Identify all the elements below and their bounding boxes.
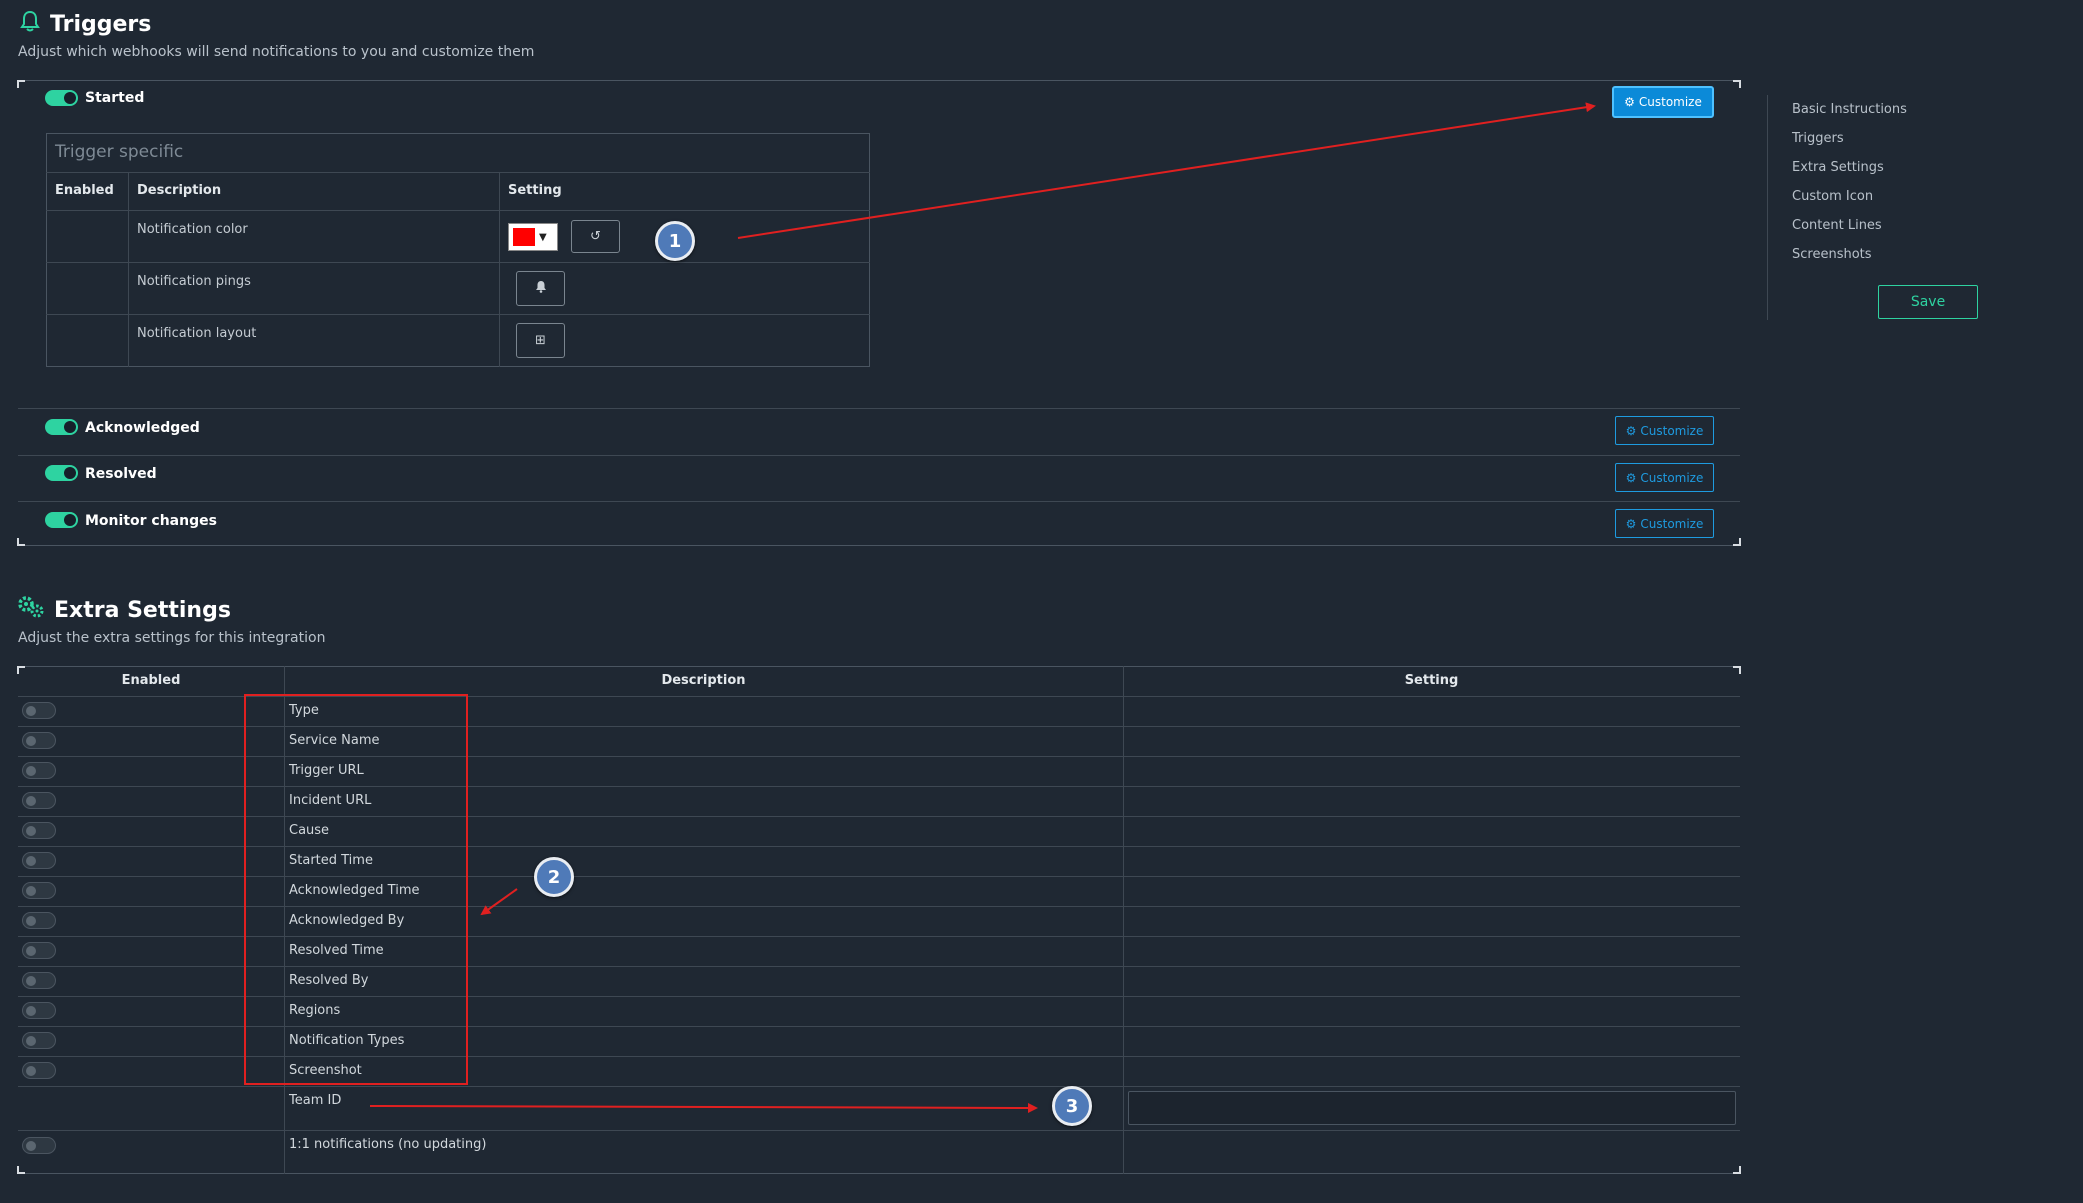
annotation-arrow-3	[369, 1102, 1038, 1113]
bell-icon	[535, 280, 547, 297]
customize-monitor-changes-button[interactable]: ⚙ Customize	[1615, 509, 1714, 538]
triggers-panel	[17, 80, 1741, 546]
reset-icon: ↺	[590, 229, 601, 244]
nav-custom-icon[interactable]: Custom Icon	[1792, 189, 1874, 204]
team-id-input[interactable]	[1128, 1091, 1736, 1125]
trigger-specific-table	[46, 133, 870, 367]
triggers-heading: Triggers	[20, 10, 151, 38]
annotation-highlight-box	[244, 694, 468, 1085]
gears-icon: ⚙	[1625, 470, 1637, 485]
extra-toggle-service-name[interactable]	[22, 732, 56, 749]
extra-toggle-one-to-one[interactable]	[22, 1137, 56, 1154]
extra-row-type: Type	[289, 703, 319, 718]
extra-toggle-incident-url[interactable]	[22, 792, 56, 809]
extra-toggle-resolved-by[interactable]	[22, 972, 56, 989]
save-button[interactable]: Save	[1878, 285, 1978, 319]
extra-row-incident-url: Incident URL	[289, 793, 372, 808]
nav-content-lines[interactable]: Content Lines	[1792, 218, 1882, 233]
extra-row-notification-types: Notification Types	[289, 1033, 405, 1048]
trigger-specific-title: Trigger specific	[55, 142, 184, 162]
extra-settings-title: Extra Settings	[54, 597, 231, 623]
ts-row-description: Notification pings	[137, 274, 251, 289]
extra-row-screenshot: Screenshot	[289, 1063, 362, 1078]
ts-header-setting: Setting	[508, 183, 562, 198]
annotation-badge-1: 1	[655, 221, 695, 261]
ts-row-description: Notification color	[137, 222, 248, 237]
nav-extra-settings[interactable]: Extra Settings	[1792, 160, 1884, 175]
extra-header-description: Description	[661, 673, 746, 688]
extra-header-enabled: Enabled	[121, 673, 181, 688]
customize-started-button[interactable]: ⚙ Customize	[1612, 86, 1714, 118]
customize-acknowledged-button[interactable]: ⚙ Customize	[1615, 416, 1714, 445]
gears-icon: ⚙	[1625, 516, 1637, 531]
bell-icon	[20, 10, 40, 38]
extra-settings-subtitle: Adjust the extra settings for this integ…	[18, 630, 326, 646]
started-toggle[interactable]	[45, 90, 78, 106]
triggers-subtitle: Adjust which webhooks will send notifica…	[18, 44, 535, 60]
extra-toggle-started-time[interactable]	[22, 852, 56, 869]
extra-row-acknowledged-by: Acknowledged By	[289, 913, 405, 928]
extra-toggle-regions[interactable]	[22, 1002, 56, 1019]
reset-color-button[interactable]: ↺	[571, 220, 620, 253]
extra-toggle-acknowledged-by[interactable]	[22, 912, 56, 929]
annotation-badge-2: 2	[534, 857, 574, 897]
trigger-label-monitor-changes: Monitor changes	[85, 513, 217, 529]
chevron-down-icon: ▼	[539, 231, 547, 243]
nav-triggers[interactable]: Triggers	[1792, 131, 1844, 146]
gears-icon: ⚙	[1624, 95, 1635, 109]
extra-row-acknowledged-time: Acknowledged Time	[289, 883, 420, 898]
resolved-toggle[interactable]	[45, 465, 78, 481]
notification-layout-button[interactable]: ⊞	[516, 323, 565, 358]
customize-resolved-button[interactable]: ⚙ Customize	[1615, 463, 1714, 492]
extra-toggle-notification-types[interactable]	[22, 1032, 56, 1049]
annotation-badge-3: 3	[1052, 1086, 1092, 1126]
extra-header-setting: Setting	[1404, 673, 1459, 688]
extra-settings-table	[17, 666, 1741, 1174]
gears-icon	[18, 596, 44, 624]
nav-basic-instructions[interactable]: Basic Instructions	[1792, 102, 1907, 117]
extra-toggle-type[interactable]	[22, 702, 56, 719]
extra-toggle-cause[interactable]	[22, 822, 56, 839]
triggers-title: Triggers	[50, 11, 152, 37]
extra-row-service-name: Service Name	[289, 733, 380, 748]
extra-toggle-trigger-url[interactable]	[22, 762, 56, 779]
extra-settings-heading: Extra Settings	[18, 596, 231, 624]
color-swatch	[513, 228, 535, 246]
extra-toggle-resolved-time[interactable]	[22, 942, 56, 959]
gears-icon: ⚙	[1625, 423, 1637, 438]
notification-color-picker[interactable]: ▼	[508, 223, 558, 251]
extra-row-one-to-one: 1:1 notifications (no updating)	[289, 1137, 487, 1152]
extra-toggle-acknowledged-time[interactable]	[22, 882, 56, 899]
extra-row-resolved-by: Resolved By	[289, 973, 369, 988]
trigger-label-acknowledged: Acknowledged	[85, 420, 200, 436]
ts-header-enabled: Enabled	[55, 183, 114, 198]
team-id-label: Team ID	[289, 1093, 342, 1108]
ts-row-description: Notification layout	[137, 326, 257, 341]
notification-pings-button[interactable]	[516, 271, 565, 306]
layout-icon: ⊞	[535, 333, 546, 348]
extra-row-resolved-time: Resolved Time	[289, 943, 384, 958]
acknowledged-toggle[interactable]	[45, 419, 78, 435]
extra-toggle-screenshot[interactable]	[22, 1062, 56, 1079]
annotation-arrow-1	[737, 102, 1596, 239]
extra-row-regions: Regions	[289, 1003, 341, 1018]
annotation-arrow-2	[480, 888, 518, 916]
extra-row-started-time: Started Time	[289, 853, 373, 868]
monitor-changes-toggle[interactable]	[45, 512, 78, 528]
ts-header-description: Description	[137, 183, 222, 198]
trigger-label-started: Started	[85, 90, 145, 106]
extra-row-cause: Cause	[289, 823, 330, 838]
nav-screenshots[interactable]: Screenshots	[1792, 247, 1872, 262]
trigger-label-resolved: Resolved	[85, 466, 157, 482]
extra-row-trigger-url: Trigger URL	[289, 763, 364, 778]
